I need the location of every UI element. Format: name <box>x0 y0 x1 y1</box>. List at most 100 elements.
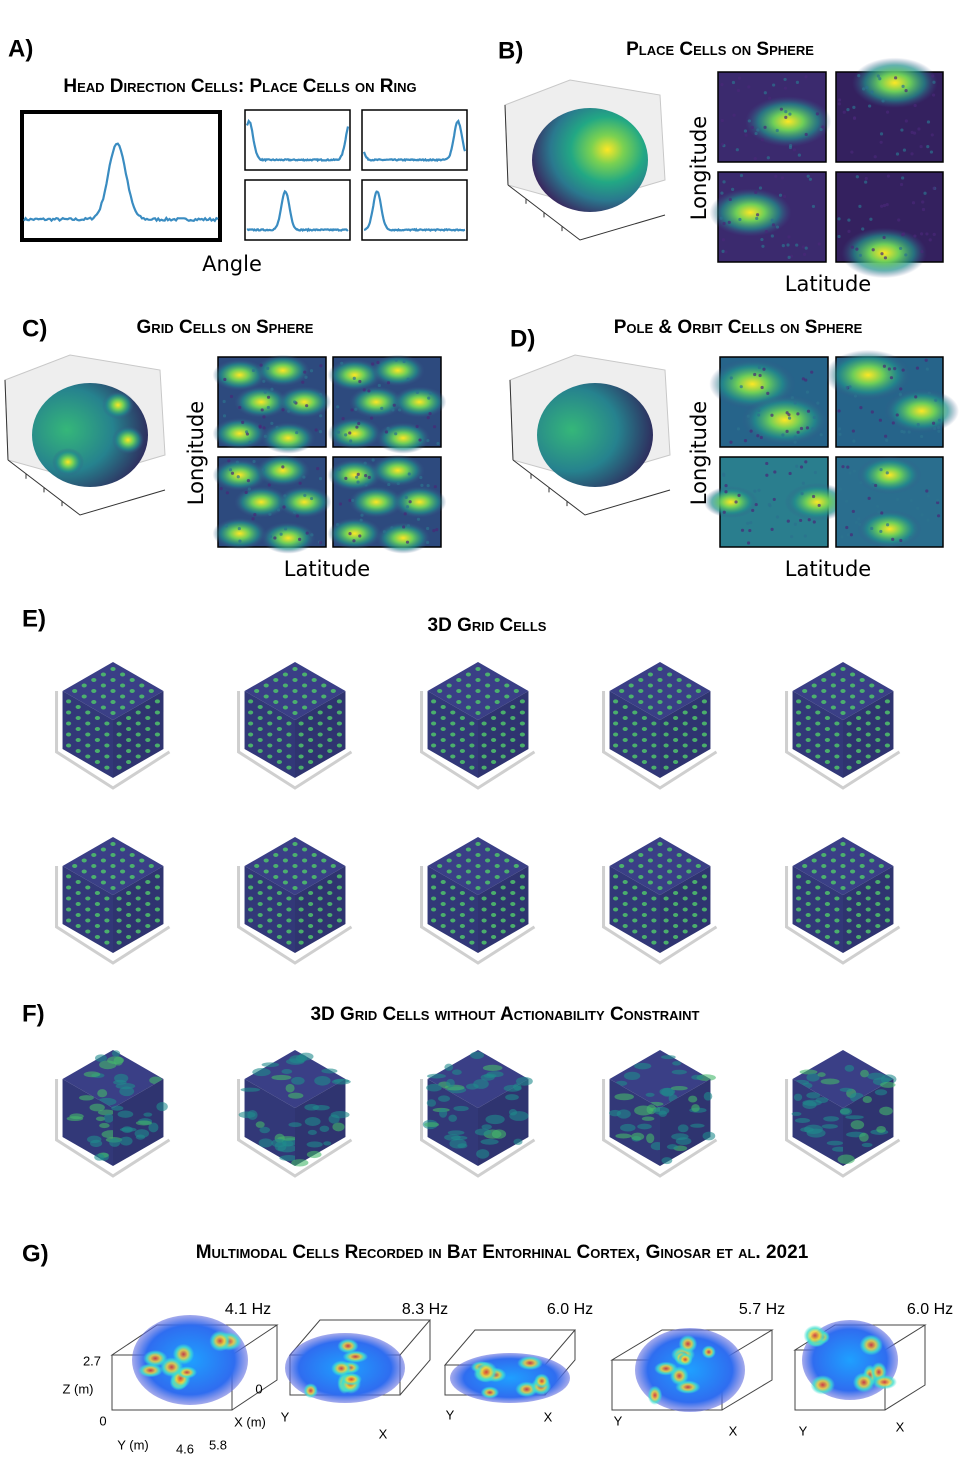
sample <box>253 513 257 517</box>
field <box>154 732 160 737</box>
field <box>99 1060 117 1070</box>
field <box>126 749 132 753</box>
panel-title: 3D Grid Cells <box>428 615 547 636</box>
sample <box>425 540 430 545</box>
field <box>622 902 628 906</box>
field <box>135 721 141 726</box>
field <box>135 743 141 748</box>
field <box>282 880 288 885</box>
sample <box>900 128 904 132</box>
field <box>281 1068 293 1075</box>
sample <box>344 433 348 437</box>
field <box>865 732 871 737</box>
field <box>865 721 871 726</box>
axis-label: Y <box>446 1407 455 1422</box>
field <box>638 689 644 693</box>
sample <box>781 433 785 437</box>
field <box>85 754 91 759</box>
sample <box>871 248 875 252</box>
field <box>273 875 279 879</box>
field <box>651 721 657 726</box>
sample <box>913 103 917 108</box>
field <box>282 869 288 874</box>
field <box>104 929 110 934</box>
field <box>282 1140 294 1147</box>
field <box>465 694 471 699</box>
field <box>830 705 837 710</box>
field <box>841 227 927 279</box>
field <box>276 935 282 939</box>
field <box>91 875 97 879</box>
field <box>257 924 263 928</box>
field <box>282 683 288 688</box>
sample <box>766 391 770 396</box>
field <box>248 896 254 901</box>
field <box>292 853 298 857</box>
field <box>302 869 308 874</box>
sample <box>753 157 757 161</box>
sample <box>768 96 772 100</box>
sample <box>229 394 234 399</box>
sample <box>403 512 407 516</box>
sample <box>743 439 748 443</box>
field <box>302 672 308 677</box>
sample <box>746 541 751 545</box>
panel-label: A) <box>8 35 33 62</box>
field <box>856 716 862 720</box>
field <box>317 907 323 912</box>
field <box>519 885 526 890</box>
field <box>292 842 298 846</box>
sample <box>837 217 841 221</box>
sample <box>758 373 762 378</box>
sample <box>904 253 908 257</box>
field <box>673 760 679 764</box>
field <box>327 459 382 491</box>
sample <box>387 482 391 487</box>
sample <box>917 127 921 131</box>
field <box>370 354 425 387</box>
field <box>257 716 263 720</box>
sample <box>807 518 811 522</box>
field <box>116 743 122 748</box>
sample <box>755 213 760 217</box>
field <box>846 765 852 770</box>
field <box>459 738 465 742</box>
field <box>834 743 840 748</box>
field <box>120 869 126 874</box>
field <box>112 426 144 454</box>
field <box>884 918 891 923</box>
sample <box>784 115 788 119</box>
field <box>139 869 145 874</box>
sample <box>850 150 854 154</box>
sample <box>799 426 804 431</box>
sample <box>283 527 288 531</box>
field <box>519 907 526 912</box>
field <box>834 918 840 923</box>
field <box>485 672 491 677</box>
sample <box>732 113 736 117</box>
field <box>104 907 110 912</box>
axis-label: X <box>729 1423 738 1438</box>
sample <box>396 481 400 486</box>
field <box>267 743 273 748</box>
field <box>330 864 336 868</box>
field <box>481 721 487 726</box>
field <box>491 727 497 731</box>
axes-edge <box>237 691 353 790</box>
field <box>791 1111 802 1116</box>
sample <box>895 413 899 417</box>
field <box>869 694 875 699</box>
cube-face <box>609 1079 660 1166</box>
field <box>815 710 821 715</box>
sample <box>882 203 887 208</box>
sample <box>837 409 841 413</box>
field <box>327 738 333 742</box>
panel-title: Multimodal Cells Recorded in Bat Entorhi… <box>196 1242 809 1263</box>
field <box>110 678 116 682</box>
field <box>440 705 446 709</box>
field <box>802 864 808 868</box>
sample <box>838 487 843 491</box>
field <box>311 853 317 857</box>
field <box>830 672 837 677</box>
sample <box>865 85 869 90</box>
